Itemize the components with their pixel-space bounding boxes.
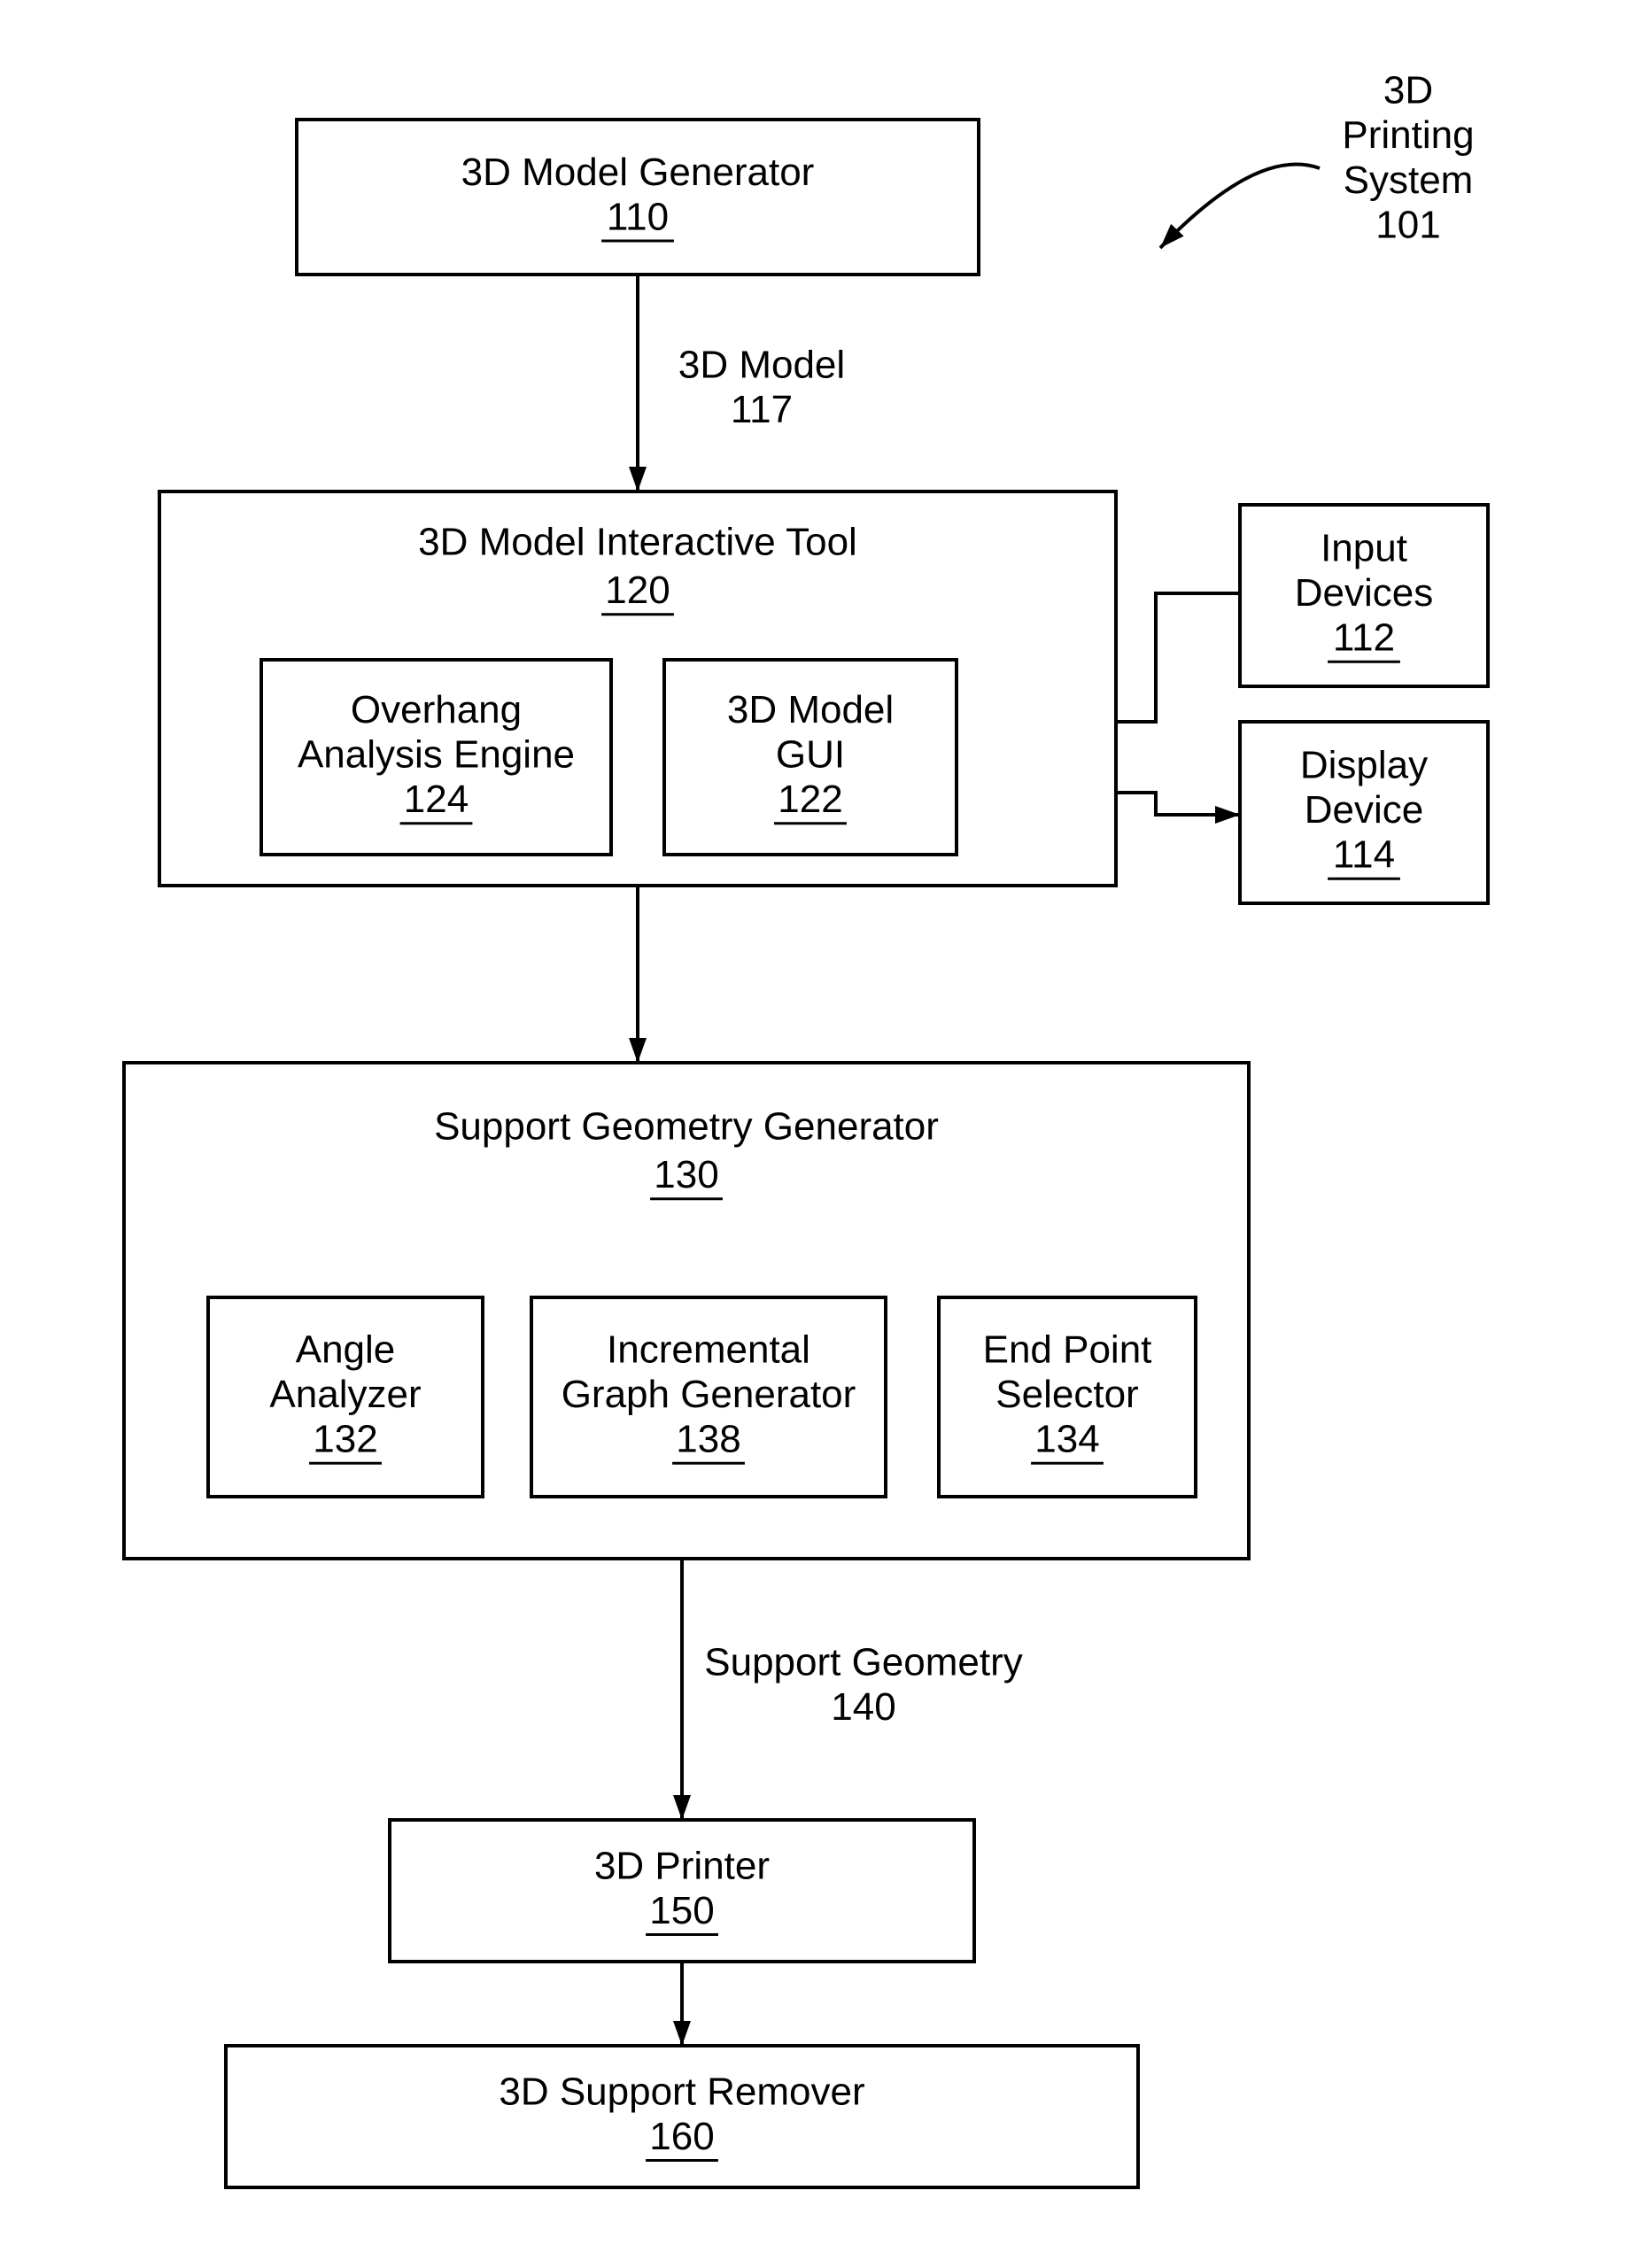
svg-text:Support Geometry Generator: Support Geometry Generator [434, 1105, 939, 1149]
svg-text:130: 130 [654, 1153, 718, 1196]
svg-text:3D Model: 3D Model [678, 344, 845, 387]
svg-text:Device: Device [1305, 788, 1424, 832]
svg-text:3D Model Interactive Tool: 3D Model Interactive Tool [418, 521, 857, 564]
svg-text:Incremental: Incremental [607, 1328, 810, 1372]
svg-text:System: System [1344, 159, 1474, 202]
svg-text:117: 117 [731, 388, 793, 431]
svg-text:112: 112 [1333, 616, 1395, 660]
svg-text:3D Printer: 3D Printer [594, 1844, 770, 1887]
svg-text:110: 110 [607, 195, 669, 238]
svg-text:3D Model: 3D Model [727, 688, 894, 731]
svg-text:Support Geometry: Support Geometry [704, 1641, 1023, 1684]
svg-text:3D: 3D [1383, 69, 1433, 112]
svg-text:Angle: Angle [296, 1328, 396, 1372]
svg-text:134: 134 [1034, 1418, 1099, 1461]
svg-text:Analysis Engine: Analysis Engine [298, 733, 575, 777]
svg-text:132: 132 [313, 1418, 377, 1461]
svg-text:Display: Display [1300, 744, 1428, 787]
svg-text:138: 138 [676, 1418, 740, 1461]
svg-text:120: 120 [605, 569, 670, 612]
svg-text:End Point: End Point [983, 1328, 1152, 1372]
svg-text:Analyzer: Analyzer [269, 1373, 421, 1416]
svg-text:3D Model Generator: 3D Model Generator [461, 151, 815, 194]
svg-text:Printing: Printing [1342, 113, 1474, 157]
svg-text:114: 114 [1333, 833, 1395, 877]
svg-text:124: 124 [404, 778, 469, 821]
svg-text:Devices: Devices [1295, 571, 1434, 615]
svg-text:150: 150 [649, 1889, 714, 1932]
svg-text:Overhang: Overhang [351, 688, 522, 731]
svg-text:3D Support Remover: 3D Support Remover [499, 2070, 864, 2113]
svg-text:101: 101 [1375, 203, 1440, 246]
svg-text:Graph Generator: Graph Generator [562, 1373, 856, 1416]
svg-text:Selector: Selector [995, 1373, 1138, 1416]
callout-arrow [1160, 165, 1320, 248]
svg-text:122: 122 [778, 778, 842, 821]
svg-text:140: 140 [831, 1685, 895, 1729]
svg-text:GUI: GUI [776, 733, 845, 777]
svg-text:Input: Input [1321, 527, 1407, 570]
svg-text:160: 160 [649, 2115, 714, 2158]
